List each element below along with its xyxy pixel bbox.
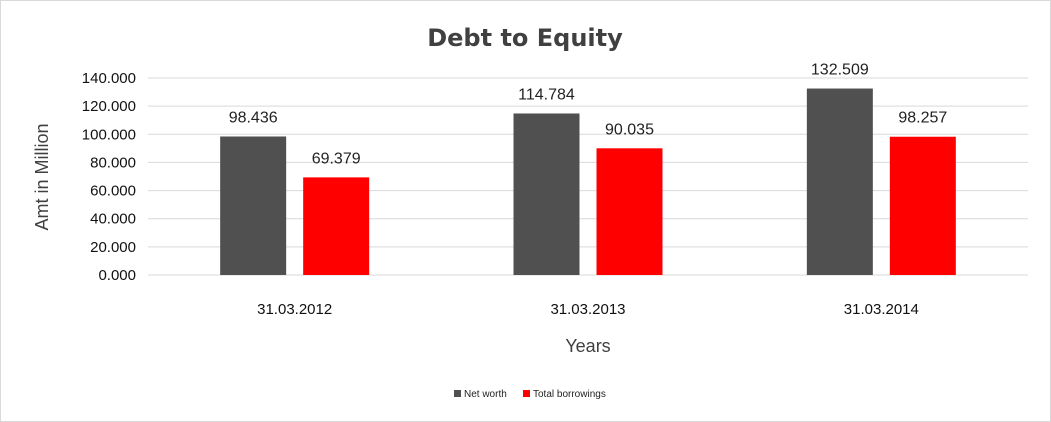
data-label: 114.784	[518, 86, 575, 103]
legend-swatch	[523, 390, 530, 397]
x-tick-label: 31.03.2013	[550, 301, 625, 318]
legend-swatch	[454, 390, 461, 397]
y-tick-label: 60.000	[90, 183, 136, 200]
data-label: 98.436	[229, 109, 278, 126]
y-tick-label: 140.000	[82, 70, 136, 87]
y-axis-ticks: 0.000 20.000 40.000 60.000 80.000 100.000 120.…	[82, 70, 136, 284]
data-label: 132.509	[811, 62, 869, 79]
bar-net-worth	[513, 113, 580, 275]
bar-total-borrowings	[889, 136, 956, 275]
chart-title: Debt to Equity	[427, 24, 623, 52]
data-label: 69.379	[312, 150, 361, 167]
bar-total-borrowings	[303, 177, 370, 275]
y-tick-label: 120.000	[82, 98, 136, 115]
x-axis-ticks: 31.03.2012 31.03.2013 31.03.2014	[257, 301, 919, 318]
legend: Net worth Total borrowings	[454, 389, 606, 400]
gridlines	[148, 77, 1028, 276]
y-tick-label: 20.000	[90, 239, 136, 256]
y-axis-label: Amt in Million	[32, 123, 52, 230]
legend-entry-label: Total borrowings	[533, 389, 606, 400]
y-tick-label: 80.000	[90, 154, 136, 171]
x-tick-label: 31.03.2012	[257, 301, 332, 318]
data-label: 98.257	[898, 110, 947, 127]
bar-net-worth	[220, 136, 287, 275]
data-label: 90.035	[605, 121, 654, 138]
y-tick-label: 0.000	[98, 267, 136, 284]
bar-total-borrowings	[596, 148, 663, 275]
x-axis-label: Years	[565, 336, 610, 356]
y-tick-label: 100.000	[82, 126, 136, 143]
x-tick-label: 31.03.2014	[844, 301, 919, 318]
y-tick-label: 40.000	[90, 211, 136, 228]
legend-entry-label: Net worth	[464, 389, 507, 400]
bars	[220, 88, 956, 275]
data-labels: 98.436 69.379 114.784 90.035 132.509 98.257	[229, 62, 948, 168]
bar-net-worth	[806, 88, 873, 275]
